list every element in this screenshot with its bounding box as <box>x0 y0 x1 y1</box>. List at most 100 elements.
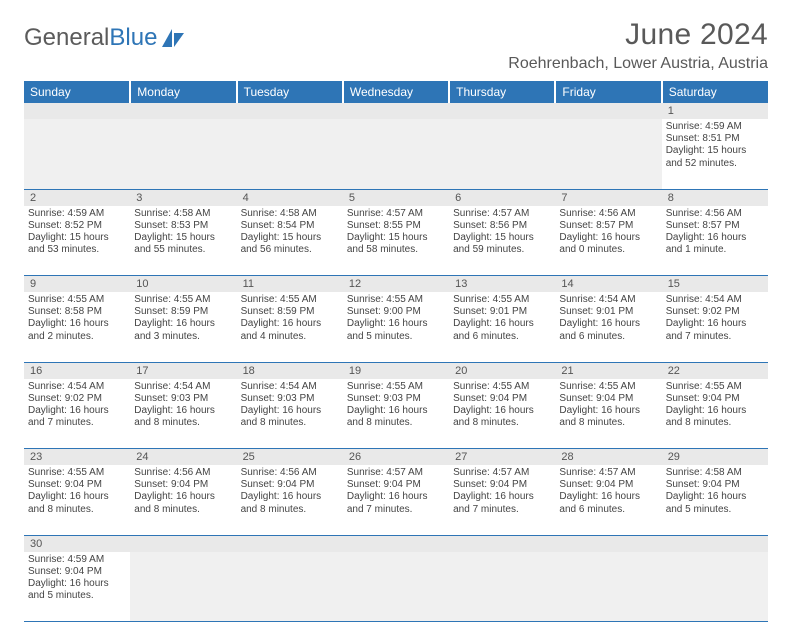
day-number-cell <box>555 103 661 119</box>
week-row: Sunrise: 4:59 AMSunset: 8:52 PMDaylight:… <box>24 206 768 276</box>
day-number-cell: 4 <box>237 189 343 206</box>
sunrise-text: Sunrise: 4:59 AM <box>28 208 126 220</box>
sail-icon <box>160 27 186 49</box>
daylight-text: Daylight: 15 hours and 55 minutes. <box>134 232 232 256</box>
daylight-text: Daylight: 15 hours and 52 minutes. <box>666 145 764 169</box>
sunset-text: Sunset: 8:54 PM <box>241 220 339 232</box>
day-number-cell: 1 <box>662 103 768 119</box>
day-number-cell: 2 <box>24 189 130 206</box>
day-number-cell: 7 <box>555 189 661 206</box>
week-row: Sunrise: 4:59 AMSunset: 8:51 PMDaylight:… <box>24 119 768 189</box>
week-row: Sunrise: 4:59 AMSunset: 9:04 PMDaylight:… <box>24 552 768 622</box>
day-cell <box>449 552 555 622</box>
day-number-cell: 26 <box>343 449 449 466</box>
day-number-cell <box>24 103 130 119</box>
day-cell: Sunrise: 4:57 AMSunset: 9:04 PMDaylight:… <box>343 465 449 535</box>
sunset-text: Sunset: 9:04 PM <box>666 393 764 405</box>
sunset-text: Sunset: 8:59 PM <box>241 306 339 318</box>
sunset-text: Sunset: 9:03 PM <box>134 393 232 405</box>
day-number-cell: 24 <box>130 449 236 466</box>
sunset-text: Sunset: 8:59 PM <box>134 306 232 318</box>
day-cell: Sunrise: 4:55 AMSunset: 9:01 PMDaylight:… <box>449 292 555 362</box>
day-number-cell <box>343 103 449 119</box>
day-cell <box>555 552 661 622</box>
day-header: Tuesday <box>237 81 343 103</box>
header: GeneralBlue June 2024 Roehrenbach, Lower… <box>24 18 768 73</box>
month-title: June 2024 <box>508 18 768 52</box>
day-cell <box>237 119 343 189</box>
day-number-cell: 13 <box>449 276 555 293</box>
day-cell <box>24 119 130 189</box>
day-cell: Sunrise: 4:56 AMSunset: 8:57 PMDaylight:… <box>555 206 661 276</box>
sunrise-text: Sunrise: 4:54 AM <box>666 294 764 306</box>
sunset-text: Sunset: 9:04 PM <box>453 479 551 491</box>
calendar-table: Sunday Monday Tuesday Wednesday Thursday… <box>24 81 768 622</box>
sunset-text: Sunset: 9:04 PM <box>559 479 657 491</box>
sunset-text: Sunset: 9:04 PM <box>28 479 126 491</box>
day-number-cell: 18 <box>237 362 343 379</box>
sunset-text: Sunset: 8:51 PM <box>666 133 764 145</box>
day-cell <box>449 119 555 189</box>
sunrise-text: Sunrise: 4:55 AM <box>453 294 551 306</box>
sunset-text: Sunset: 8:53 PM <box>134 220 232 232</box>
sunrise-text: Sunrise: 4:54 AM <box>134 381 232 393</box>
day-cell: Sunrise: 4:55 AMSunset: 9:04 PMDaylight:… <box>555 379 661 449</box>
day-number-cell <box>343 535 449 552</box>
day-cell <box>343 552 449 622</box>
daylight-text: Daylight: 16 hours and 6 minutes. <box>559 318 657 342</box>
sunset-text: Sunset: 9:04 PM <box>241 479 339 491</box>
day-cell <box>343 119 449 189</box>
sunrise-text: Sunrise: 4:56 AM <box>134 467 232 479</box>
sunset-text: Sunset: 9:03 PM <box>241 393 339 405</box>
day-number-cell: 19 <box>343 362 449 379</box>
day-cell: Sunrise: 4:57 AMSunset: 9:04 PMDaylight:… <box>555 465 661 535</box>
day-cell: Sunrise: 4:59 AMSunset: 8:51 PMDaylight:… <box>662 119 768 189</box>
daylight-text: Daylight: 16 hours and 8 minutes. <box>453 405 551 429</box>
daylight-text: Daylight: 15 hours and 53 minutes. <box>28 232 126 256</box>
sunset-text: Sunset: 9:01 PM <box>453 306 551 318</box>
daynum-row: 23242526272829 <box>24 449 768 466</box>
day-number-cell <box>130 535 236 552</box>
day-number-cell: 28 <box>555 449 661 466</box>
sunset-text: Sunset: 9:04 PM <box>28 566 126 578</box>
day-number-cell <box>662 535 768 552</box>
day-cell <box>237 552 343 622</box>
sunset-text: Sunset: 8:58 PM <box>28 306 126 318</box>
day-number-cell: 3 <box>130 189 236 206</box>
sunrise-text: Sunrise: 4:55 AM <box>241 294 339 306</box>
sunrise-text: Sunrise: 4:55 AM <box>28 467 126 479</box>
daylight-text: Daylight: 16 hours and 1 minute. <box>666 232 764 256</box>
sunrise-text: Sunrise: 4:55 AM <box>28 294 126 306</box>
sunset-text: Sunset: 9:00 PM <box>347 306 445 318</box>
day-cell: Sunrise: 4:56 AMSunset: 8:57 PMDaylight:… <box>662 206 768 276</box>
sunrise-text: Sunrise: 4:59 AM <box>28 554 126 566</box>
day-cell <box>130 552 236 622</box>
day-cell: Sunrise: 4:59 AMSunset: 8:52 PMDaylight:… <box>24 206 130 276</box>
day-cell <box>662 552 768 622</box>
sunrise-text: Sunrise: 4:55 AM <box>347 381 445 393</box>
day-header: Monday <box>130 81 236 103</box>
calendar-page: GeneralBlue June 2024 Roehrenbach, Lower… <box>0 0 792 640</box>
day-cell: Sunrise: 4:54 AMSunset: 9:02 PMDaylight:… <box>24 379 130 449</box>
day-cell: Sunrise: 4:58 AMSunset: 8:54 PMDaylight:… <box>237 206 343 276</box>
day-header: Sunday <box>24 81 130 103</box>
daylight-text: Daylight: 16 hours and 3 minutes. <box>134 318 232 342</box>
sunset-text: Sunset: 9:03 PM <box>347 393 445 405</box>
day-cell: Sunrise: 4:57 AMSunset: 8:56 PMDaylight:… <box>449 206 555 276</box>
sunset-text: Sunset: 8:57 PM <box>559 220 657 232</box>
daylight-text: Daylight: 16 hours and 8 minutes. <box>134 405 232 429</box>
day-cell: Sunrise: 4:55 AMSunset: 8:59 PMDaylight:… <box>130 292 236 362</box>
daynum-row: 2345678 <box>24 189 768 206</box>
day-cell: Sunrise: 4:59 AMSunset: 9:04 PMDaylight:… <box>24 552 130 622</box>
daylight-text: Daylight: 16 hours and 5 minutes. <box>666 491 764 515</box>
day-cell: Sunrise: 4:57 AMSunset: 8:55 PMDaylight:… <box>343 206 449 276</box>
week-row: Sunrise: 4:55 AMSunset: 9:04 PMDaylight:… <box>24 465 768 535</box>
daylight-text: Daylight: 15 hours and 59 minutes. <box>453 232 551 256</box>
day-number-cell: 6 <box>449 189 555 206</box>
day-header: Thursday <box>449 81 555 103</box>
day-cell: Sunrise: 4:54 AMSunset: 9:03 PMDaylight:… <box>237 379 343 449</box>
brand-blue: Blue <box>109 24 157 52</box>
day-number-cell: 9 <box>24 276 130 293</box>
sunset-text: Sunset: 8:56 PM <box>453 220 551 232</box>
daylight-text: Daylight: 16 hours and 2 minutes. <box>28 318 126 342</box>
